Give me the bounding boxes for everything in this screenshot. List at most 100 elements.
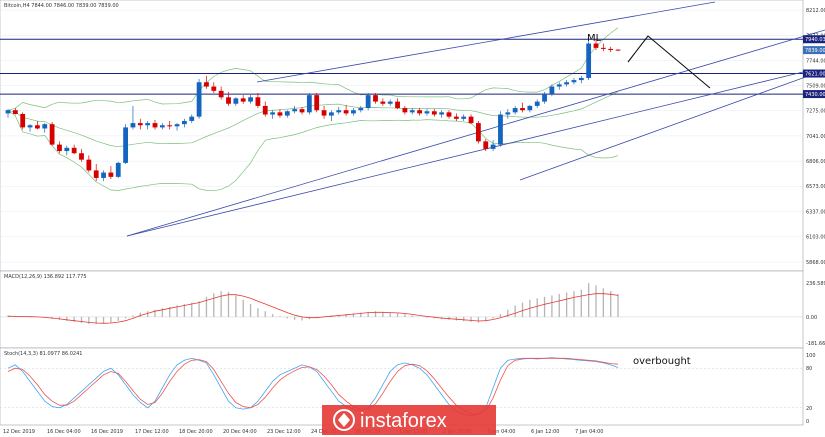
price-marker-box <box>803 35 825 44</box>
price-axis: 8212.007977.007744.007509.007275.007041.… <box>803 8 825 266</box>
price-tick-label: 8212.00 <box>806 8 825 14</box>
time-tick-label: 3 Jan 04:00 <box>487 429 515 435</box>
macd-tick-label: 0.00 <box>806 315 817 321</box>
forecast-path <box>627 35 711 89</box>
candle-body <box>284 111 290 116</box>
candle-body <box>534 101 540 106</box>
bollinger-lower <box>7 109 619 192</box>
candle-body <box>35 125 40 129</box>
time-tick-label: 23 Dec 12:00 <box>267 429 301 435</box>
candle-body <box>262 105 268 115</box>
candle-body <box>240 98 246 102</box>
horizontal-levels[interactable] <box>0 38 803 95</box>
candle-body <box>417 110 422 114</box>
candle-body <box>542 94 547 102</box>
candle-body <box>42 124 48 129</box>
candle-body <box>409 110 415 113</box>
time-tick-label: 12 Dec 2019 <box>3 429 35 435</box>
candle-body <box>218 90 224 98</box>
stoch-tick-label: 0 <box>806 419 809 425</box>
instaforex-watermark: instaforex <box>322 405 496 435</box>
candle-body <box>373 95 378 102</box>
price-tick-label: 6806.00 <box>806 159 825 165</box>
candle-body <box>329 112 334 116</box>
candle-body <box>564 82 569 85</box>
main-pane <box>0 0 804 272</box>
candle-body <box>27 125 33 128</box>
macd-signal-line <box>7 293 619 324</box>
candle-body <box>358 108 364 111</box>
price-tick-label: 6573.00 <box>806 184 825 190</box>
candle-body <box>476 123 481 142</box>
macd-pane <box>0 270 804 349</box>
candle-body <box>159 125 165 128</box>
candle-body <box>226 97 231 104</box>
time-tick-label: 20 Dec 04:00 <box>223 429 257 435</box>
bollinger-middle <box>7 91 619 148</box>
time-tick-label: 6 Jan 12:00 <box>531 429 559 435</box>
candle-body <box>608 48 614 50</box>
candle-body <box>255 97 261 106</box>
instaforex-logo-icon <box>333 409 355 431</box>
price-tick-label: 7744.00 <box>806 58 825 64</box>
time-axis: 12 Dec 2019 16 Dec 04:00 16 Dec 2019 17 Dec… <box>3 429 603 435</box>
channel-upper-line <box>256 1 716 83</box>
stoch-tick-label: 80 <box>806 366 812 372</box>
candle-body <box>549 86 555 95</box>
price-tick-label: 7509.00 <box>806 84 825 90</box>
stoch-signal-line <box>7 357 619 415</box>
candle-body <box>211 86 217 91</box>
candle-body <box>64 147 70 152</box>
stochastic-indicator: 100 80 20 0 <box>0 353 816 425</box>
stoch-caption: Stoch(14,3,3) 81.0977 86.0241 <box>4 351 82 357</box>
price-tick-label: 6103.00 <box>806 235 825 241</box>
candle-body <box>233 98 239 104</box>
candle-body <box>123 127 128 163</box>
candle-body <box>79 153 84 160</box>
watermark-text: instaforex <box>360 410 447 432</box>
time-tick-label: 16 Dec 2019 <box>91 429 123 435</box>
time-tick-label: 16 Dec 04:00 <box>47 429 81 435</box>
candle-body <box>578 77 584 81</box>
candle-body <box>182 120 187 125</box>
macd-indicator: 236.589 0.00 -181.664 <box>0 281 825 347</box>
candle-body <box>600 47 606 49</box>
candle-body <box>292 109 298 112</box>
macd-tick-label: 236.589 <box>806 281 825 287</box>
candle-body <box>5 110 11 114</box>
candle-body <box>387 101 393 104</box>
candle-body <box>86 159 92 171</box>
candle-body <box>270 112 275 115</box>
candle-body <box>556 84 562 87</box>
candle-body <box>498 114 503 145</box>
candle-body <box>196 82 202 117</box>
candle-body <box>490 144 496 149</box>
candle-body <box>453 116 459 119</box>
price-marker-label: 7839.00 <box>805 48 825 54</box>
main-caption: Bitcoin,H4 7844.00 7846.00 7839.00 7839.… <box>4 3 119 9</box>
candle-body <box>336 110 342 113</box>
candle-body <box>248 97 253 102</box>
price-marker-label: 7430.00 <box>805 92 825 98</box>
time-tick-label: 7 Jan 04:00 <box>575 429 603 435</box>
candle-body <box>505 112 511 115</box>
candle-body <box>512 108 518 113</box>
candle-body <box>321 110 327 116</box>
candle-body <box>527 105 533 111</box>
ml-label: ML <box>587 33 602 44</box>
stoch-tick-label: 100 <box>806 353 816 359</box>
price-marker-label: 7621.00 <box>805 72 825 78</box>
stoch-tick-label: 20 <box>806 406 812 412</box>
price-tick-label: 5868.00 <box>806 260 825 266</box>
channel-lower-line <box>126 71 804 237</box>
candle-body <box>586 43 592 78</box>
candles <box>5 39 621 182</box>
candle-body <box>137 123 143 126</box>
price-marker-box <box>803 69 825 78</box>
candle-body <box>431 111 437 115</box>
candle-body <box>189 116 195 121</box>
candle-body <box>468 116 474 124</box>
candle-body <box>343 110 349 114</box>
price-tick-label: 7041.00 <box>806 134 825 140</box>
